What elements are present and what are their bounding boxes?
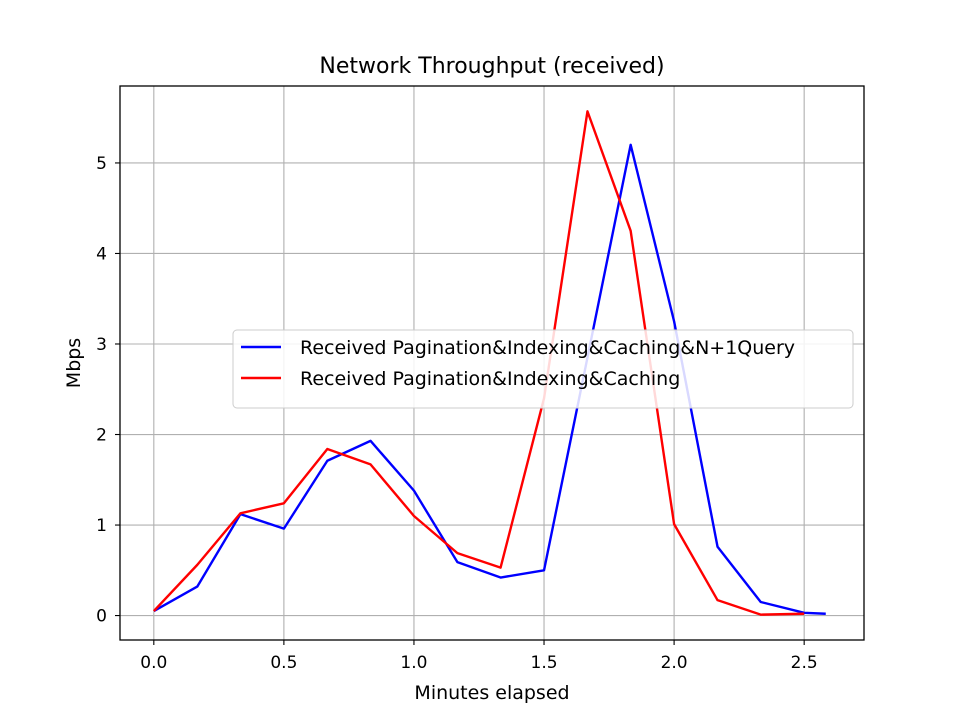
x-tick-label: 2.5	[791, 653, 818, 673]
y-tick-label: 3	[96, 335, 107, 355]
y-tick-label: 5	[96, 154, 107, 174]
series-lines	[152, 110, 826, 616]
x-tick-label: 2.0	[661, 653, 688, 673]
x-tick-label: 1.0	[400, 653, 427, 673]
x-tick-label: 0.0	[140, 653, 167, 673]
x-axis-label: Minutes elapsed	[414, 682, 569, 704]
plot-area-frame	[119, 85, 865, 641]
axis-ticks: 0.0 0.5 1.0 1.5 2.0 2.5 0 1 2 3 4 5	[96, 154, 818, 673]
x-tick-label: 1.5	[531, 653, 558, 673]
x-tick-label: 0.5	[270, 653, 297, 673]
chart-title: Network Throughput (received)	[319, 54, 664, 79]
y-tick-label: 0	[96, 607, 107, 627]
y-axis-label: Mbps	[63, 338, 85, 388]
legend-label: Received Pagination&Indexing&Caching&N+1…	[300, 337, 795, 359]
legend-label: Received Pagination&Indexing&Caching	[300, 368, 680, 390]
y-tick-label: 4	[96, 244, 107, 264]
series-line-1	[153, 143, 826, 615]
legend-box	[232, 329, 854, 409]
series-line-2	[152, 110, 805, 616]
legend: Received Pagination&Indexing&Caching&N+1…	[232, 329, 854, 409]
y-tick-label: 1	[96, 516, 107, 536]
y-tick-label: 2	[96, 426, 107, 446]
